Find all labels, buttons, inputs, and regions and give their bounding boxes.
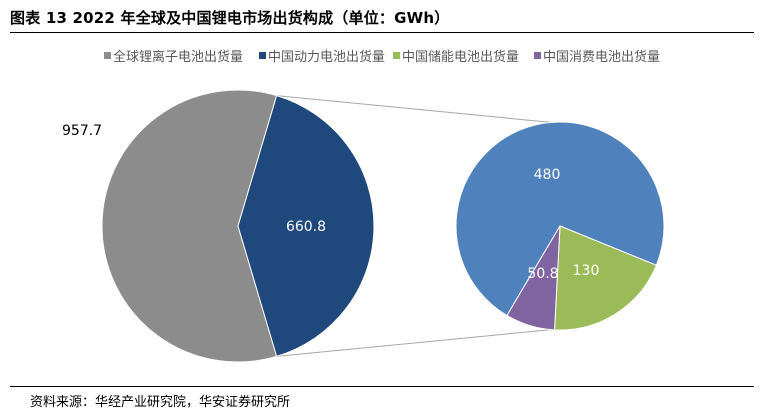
legend-item: 全球锂离子电池出货量 [104, 49, 243, 65]
title-rule [10, 32, 754, 33]
connector-line-top [276, 95, 551, 123]
legend-label: 中国动力电池出货量 [268, 49, 385, 65]
connector-line-bottom [276, 329, 551, 357]
legend-label: 中国储能电池出货量 [402, 49, 519, 65]
data-label: 50.8 [527, 266, 558, 282]
data-label: 660.8 [286, 219, 326, 235]
legend-label: 全球锂离子电池出货量 [113, 49, 243, 65]
main-pie: 957.7 660.8 [62, 89, 375, 363]
chart-legend: 全球锂离子电池出货量 中国动力电池出货量 中国储能电池出货量 中国消费电池出货量 [104, 49, 660, 65]
legend-swatch [393, 52, 400, 59]
figure-title: 图表 13 2022 年全球及中国锂电市场出货构成（单位：GWh） [10, 9, 450, 27]
source-note: 资料来源：华经产业研究院，华安证券研究所 [30, 395, 291, 410]
legend-label: 中国消费电池出货量 [543, 49, 660, 65]
pie-slice-storage [554, 225, 657, 331]
pie-slice-global [101, 89, 278, 363]
pie-slice-power [455, 121, 665, 317]
legend-item: 中国消费电池出货量 [534, 49, 660, 65]
legend-item: 中国储能电池出货量 [393, 49, 519, 65]
data-label: 130 [573, 263, 600, 279]
pie-connector-lines [276, 95, 551, 357]
legend-item: 中国动力电池出货量 [259, 49, 385, 65]
data-label: 480 [534, 167, 561, 183]
legend-swatch [259, 52, 266, 59]
pie-slice-china-power [237, 94, 375, 358]
pie-slice-consumer [506, 225, 561, 331]
source-rule [10, 386, 754, 387]
data-label: 957.7 [62, 123, 102, 139]
legend-swatch [104, 52, 111, 59]
legend-swatch [534, 52, 541, 59]
secondary-pie: 480 130 50.8 [455, 121, 665, 331]
